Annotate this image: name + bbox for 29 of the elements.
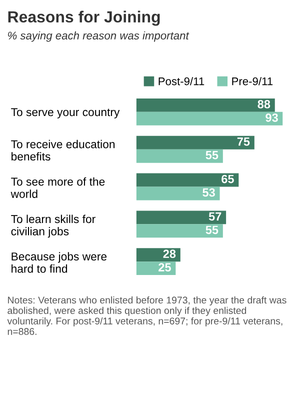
bar — [136, 136, 254, 150]
data-label: 25 — [158, 263, 171, 272]
y-tick-label: To see more of the world — [10, 177, 105, 198]
data-label: 65 — [222, 174, 234, 184]
bar — [136, 112, 283, 126]
bar — [136, 248, 180, 262]
y-tick-label: To learn skills for civilian jobs — [11, 214, 96, 238]
bar — [136, 224, 223, 238]
text: Notes: Veterans who enlisted before 1973, the year the draft was abolished, were asked this question only if they enlisted voluntarily. For post-9/11 veterans, n=697; for pre-9/11 veterans, n=886. — [7, 296, 286, 335]
bar — [136, 186, 220, 200]
chart-title: Reasons for Joining — [8, 10, 160, 26]
bar — [136, 98, 275, 112]
data-label: 55 — [206, 226, 218, 234]
bar — [136, 149, 223, 163]
y-tick-label: To receive education benefits — [11, 140, 115, 161]
y-tick-label: Because jobs were hard to find — [12, 252, 107, 273]
y-tick-label: To serve your country — [11, 108, 120, 118]
data-label: 53 — [202, 188, 215, 197]
legend-label: Pre-9/11 — [232, 77, 273, 86]
data-label: 57 — [208, 212, 222, 221]
data-label: 93 — [266, 113, 278, 122]
data-label: 28 — [163, 250, 176, 258]
bar — [136, 173, 239, 187]
data-label: 88 — [258, 100, 270, 108]
chart-subtitle: % saying each reason was important — [8, 31, 190, 42]
legend-label: Post-9/11 — [158, 77, 204, 86]
data-label: 55 — [206, 151, 218, 160]
bar — [136, 210, 226, 224]
data-label: 75 — [237, 138, 250, 146]
